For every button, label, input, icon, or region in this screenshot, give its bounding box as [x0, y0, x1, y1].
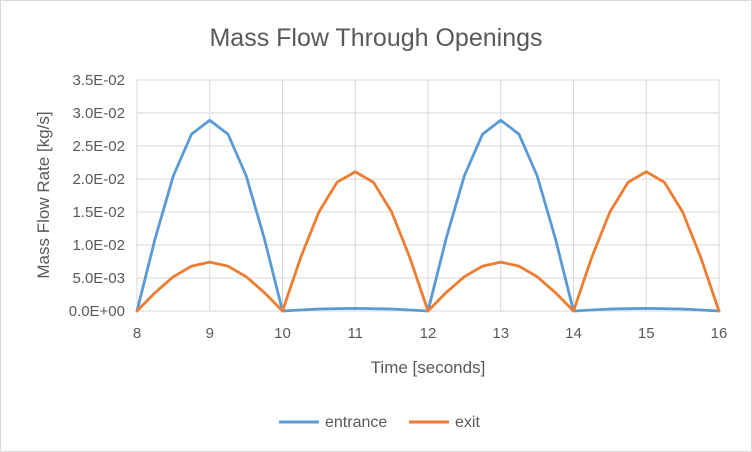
y-tick-label: 1.0E-02 — [72, 237, 125, 254]
y-tick-label: 5.0E-03 — [72, 270, 125, 287]
legend-label-entrance: entrance — [325, 414, 387, 431]
x-tick-label: 11 — [347, 325, 363, 342]
x-tick-label: 16 — [711, 325, 728, 342]
series-layer — [135, 118, 721, 313]
y-axis-label: Mass Flow Rate [kg/s] — [34, 111, 53, 278]
y-tick-label: 1.5E-02 — [72, 204, 125, 221]
x-tick-label: 12 — [420, 325, 437, 342]
y-tick-label: 3.0E-02 — [72, 105, 125, 122]
x-tick-label: 8 — [133, 325, 141, 342]
chart-title: Mass Flow Through Openings — [209, 24, 542, 52]
grid — [136, 79, 720, 312]
tick-labels: 8 9 10 11 12 13 14 15 16 0.0E+00 5.0E-03 1.0E-02 1.5… — [69, 72, 728, 342]
x-tick-label: 13 — [492, 325, 509, 342]
legend: entrance exit — [279, 414, 480, 431]
y-tick-label: 3.5E-02 — [72, 72, 125, 89]
y-tick-label: 0.0E+00 — [69, 303, 125, 320]
x-tick-label: 10 — [274, 325, 291, 342]
x-tick-label: 14 — [565, 325, 582, 342]
x-tick-label: 15 — [638, 325, 655, 342]
x-tick-label: 9 — [206, 325, 214, 342]
x-axis-label: Time [seconds] — [371, 358, 486, 377]
y-tick-label: 2.5E-02 — [72, 138, 125, 155]
y-tick-label: 2.0E-02 — [72, 171, 125, 188]
series-line-exit — [135, 170, 721, 313]
legend-label-exit: exit — [455, 414, 480, 431]
